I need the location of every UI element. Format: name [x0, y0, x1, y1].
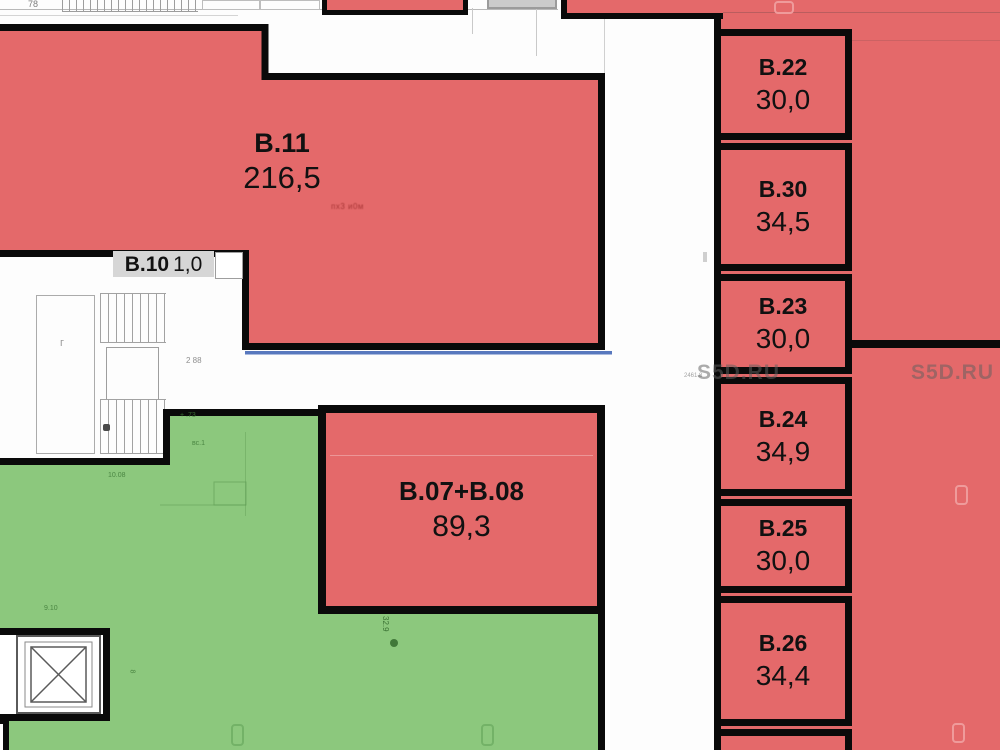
green-note-5: 8 — [128, 669, 136, 674]
room-b24: B.24 34,9 — [714, 377, 852, 496]
room-b26-area: 34,4 — [755, 660, 811, 691]
corridor-note: 2 88 — [186, 356, 202, 365]
room-b07-b08: B.07+B.08 89,3 — [318, 405, 605, 614]
room-b23-area: 30,0 — [755, 323, 811, 354]
room-b22-label: B.22 — [758, 53, 808, 80]
green-door-mark-1 — [231, 724, 244, 746]
room-partial-bottom — [714, 729, 852, 750]
green-note-6: 32.9 — [381, 616, 390, 632]
stair-dot — [103, 424, 110, 431]
bg-vline-2 — [536, 0, 537, 56]
stair-room-outline — [36, 295, 95, 454]
green-door-mark-2 — [481, 724, 494, 746]
green-note-2: вс.1 — [192, 440, 205, 447]
top-small-red-box — [322, 0, 468, 15]
room-b22-area: 30,0 — [755, 83, 811, 115]
elevator-mid — [24, 641, 93, 708]
room-b07-b08-area: 89,3 — [432, 509, 491, 543]
room-b25-area: 30,0 — [755, 545, 811, 576]
b07-faint-seam — [330, 455, 593, 456]
room-b25: B.25 30,0 — [714, 499, 852, 593]
room-b11-label: B.11 — [254, 128, 310, 158]
b10-door-box — [215, 252, 243, 279]
watermark-left: S5D.RU — [697, 361, 781, 384]
room-b23-label: B.23 — [758, 293, 808, 319]
green-note-3: 10.08 — [108, 472, 126, 479]
room-b30-area: 34,5 — [755, 206, 811, 237]
red-door-mark-2 — [952, 723, 965, 743]
green-note-1: + .73 — [180, 412, 196, 419]
bg-wall-hatch — [62, 0, 198, 12]
room-b07-b08-label: B.07+B.08 — [398, 475, 525, 506]
top-red-strip — [561, 0, 723, 19]
stair-note: г — [60, 337, 65, 349]
room-b24-label: B.24 — [758, 405, 808, 432]
room-b25-label: B.25 — [758, 515, 808, 541]
watermark-right: S5D.RU — [911, 361, 995, 384]
b11-tiny-note: пх3 и0м — [331, 202, 364, 211]
blue-accent-line — [245, 351, 612, 355]
room-b11-area: 216,5 — [243, 160, 321, 196]
corridor-note-small: 2461.8 — [684, 373, 703, 379]
red-faint-hline-1 — [723, 12, 1000, 13]
bg-top-line-2 — [0, 15, 238, 16]
bg-note-78: 78 — [28, 0, 39, 9]
bg-rect-2 — [260, 0, 320, 10]
green-detail-dot — [390, 639, 398, 647]
stair-flight-upper — [100, 293, 166, 343]
red-door-mark-1 — [955, 485, 968, 505]
notch-bottom-sliver — [0, 718, 9, 750]
corridor-tick — [703, 252, 707, 262]
room-b22: B.22 30,0 — [714, 29, 852, 140]
room-b24-area: 34,9 — [755, 435, 811, 467]
room-b23: B.23 30,0 — [714, 274, 852, 374]
room-b10-strip: B.10 1,0 — [113, 251, 214, 277]
room-b26: B.26 34,4 — [714, 596, 852, 726]
elevator-outer — [16, 635, 101, 714]
bg-vline-1 — [472, 8, 473, 34]
elevator-notch — [0, 628, 110, 721]
right-block-divider — [845, 340, 1000, 348]
red-faint-hline-2 — [852, 40, 1000, 41]
elevator-inner — [30, 646, 87, 703]
top-gray-box — [487, 0, 557, 9]
stair-flight-lower — [100, 399, 166, 454]
room-b30-label: B.30 — [758, 176, 808, 202]
room-b26-label: B.26 — [758, 630, 808, 656]
bg-vline-3 — [604, 12, 605, 92]
bg-rect-1 — [202, 0, 260, 10]
room-b11-shape — [0, 24, 605, 350]
elevator-x-2 — [30, 646, 87, 703]
room-b10-area: 1,0 — [173, 252, 203, 276]
room-b10-label: B.10 — [124, 252, 170, 276]
room-b30: B.30 34,5 — [714, 143, 852, 271]
red-door-mark-3 — [774, 1, 794, 14]
green-note-4: 9.10 — [44, 605, 58, 612]
room-b11-labels: B.11 216,5 — [192, 128, 372, 196]
